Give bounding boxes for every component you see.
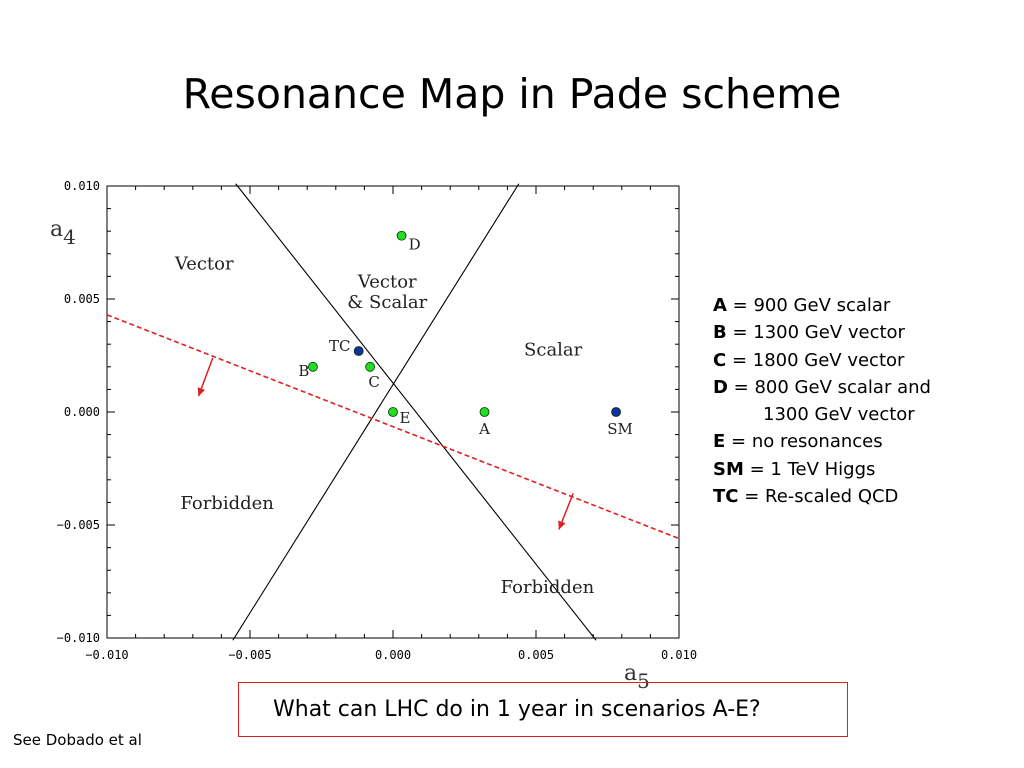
legend-row-sm: SM = 1 TeV Higgs	[713, 456, 931, 483]
legend-text: = 1 TeV Higgs	[743, 458, 876, 480]
legend-key: E	[713, 431, 726, 453]
legend-row-a: A = 900 GeV scalar	[713, 292, 931, 319]
legend-key: TC	[713, 486, 739, 508]
legend-text: = Re-scaled QCD	[738, 486, 899, 508]
scenario-legend: A = 900 GeV scalar B = 1300 GeV vector C…	[713, 292, 931, 510]
citation-text: See Dobado et al	[13, 731, 142, 749]
legend-row-d: D = 800 GeV scalar and	[713, 374, 931, 401]
point-label: C	[368, 373, 379, 391]
x-tick-label: 0.005	[518, 648, 554, 662]
dashed-boundary-line	[106, 314, 680, 540]
y-tick-label: −0.010	[57, 631, 100, 645]
data-point-d	[396, 230, 407, 241]
x-tick-label: 0.000	[375, 648, 411, 662]
x-tick-label: −0.005	[228, 648, 271, 662]
legend-key: SM	[713, 458, 744, 480]
data-point-sm	[611, 407, 621, 417]
legend-text: = no resonances	[725, 431, 883, 453]
legend-row-tc: TC = Re-scaled QCD	[713, 483, 931, 510]
slide-title: Resonance Map in Pade scheme	[182, 70, 842, 118]
legend-text: 1300 GeV vector	[763, 404, 915, 426]
region-label: Forbidden	[180, 493, 274, 514]
y-tick-label: 0.010	[64, 179, 100, 193]
y-tick-label: 0.000	[64, 405, 100, 419]
data-point-tc	[353, 346, 364, 356]
legend-key: A	[713, 295, 727, 316]
legend-key: C	[713, 349, 727, 371]
legend-row-d-continued: 1300 GeV vector	[713, 401, 931, 428]
data-point-b	[308, 361, 318, 372]
data-point-a	[479, 407, 490, 417]
boundary-line-2	[232, 183, 520, 641]
legend-text: = 900 GeV scalar	[726, 295, 891, 316]
x-axis-label: a5	[624, 661, 650, 693]
arrow-head	[197, 387, 206, 397]
x-tick-label: −0.010	[85, 648, 128, 662]
legend-key: B	[713, 322, 727, 344]
region-label: Vector	[174, 254, 234, 275]
point-label: SM	[607, 420, 633, 438]
legend-text: = 1300 GeV vector	[726, 322, 905, 344]
legend-text: = 800 GeV scalar and	[727, 376, 931, 398]
point-label: A	[478, 420, 490, 438]
legend-row-e: E = no resonances	[713, 428, 931, 455]
x-tick-label: 0.010	[661, 648, 697, 662]
data-point-e	[388, 407, 398, 417]
arrow-head	[558, 520, 566, 530]
region-label: Scalar	[524, 340, 583, 361]
region-label: Forbidden	[501, 577, 595, 598]
data-point-c	[365, 361, 376, 372]
point-label: TC	[329, 337, 350, 355]
point-label: B	[298, 362, 309, 380]
boundary-line-1	[235, 183, 597, 641]
region-label: Vector	[357, 272, 417, 293]
legend-key: D	[713, 376, 728, 398]
question-box: What can LHC do in 1 year in scenarios A…	[238, 682, 848, 737]
legend-row-c: C = 1800 GeV vector	[713, 347, 931, 374]
y-axis-label: a4	[50, 217, 76, 249]
legend-text: = 1800 GeV vector	[726, 349, 905, 371]
y-tick-label: −0.005	[57, 518, 100, 532]
point-label: D	[409, 236, 421, 254]
region-label: & Scalar	[347, 292, 427, 313]
point-label: E	[400, 409, 411, 427]
legend-row-b: B = 1300 GeV vector	[713, 319, 931, 346]
y-tick-label: 0.005	[64, 292, 100, 306]
